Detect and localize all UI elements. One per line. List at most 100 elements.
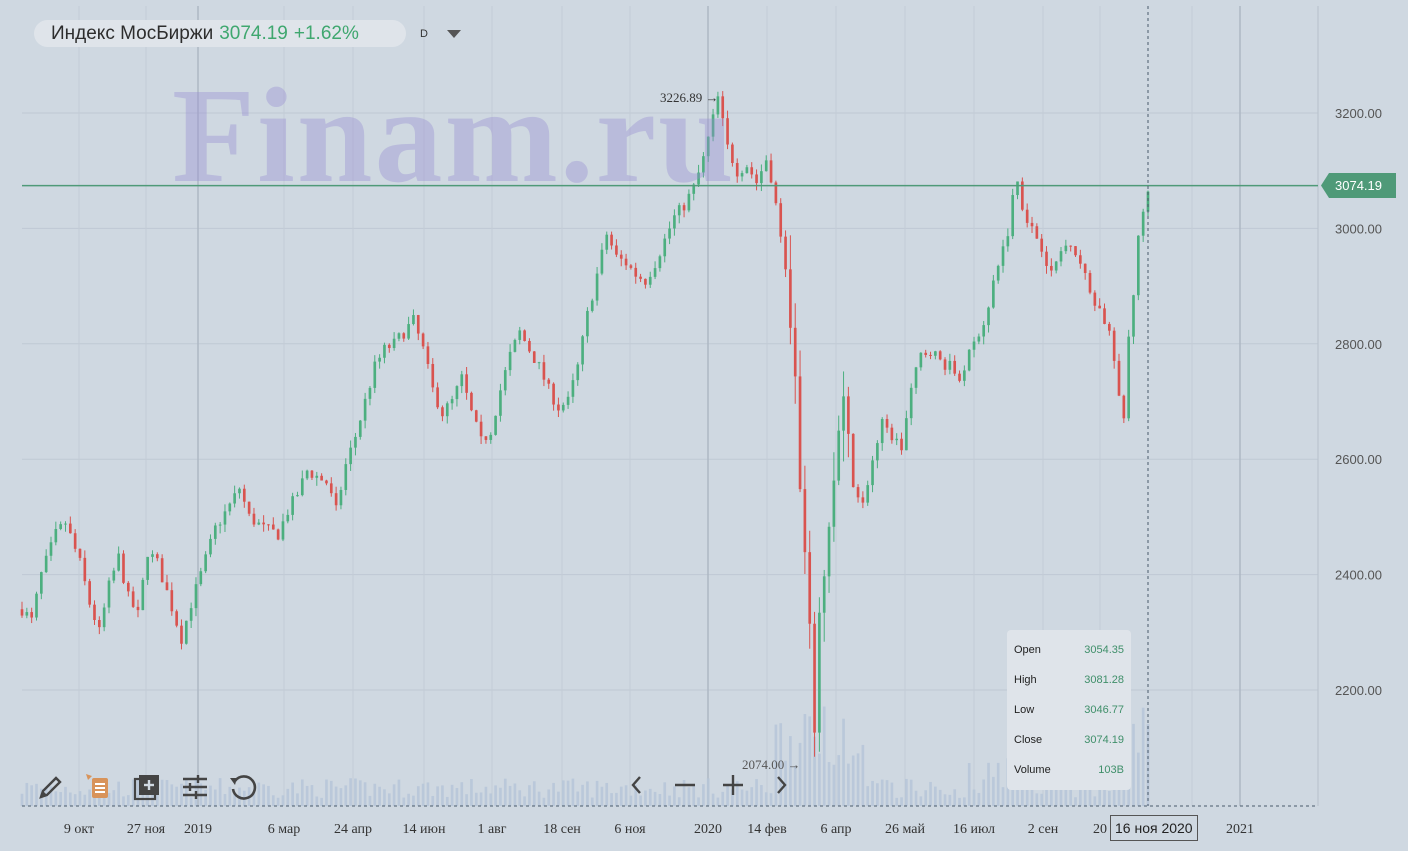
candle-body [532, 351, 536, 363]
candle-body [774, 182, 778, 204]
volume-bar [847, 763, 850, 806]
volume-bar [552, 782, 555, 806]
chevron-down-icon[interactable] [447, 30, 461, 38]
candle-body [455, 386, 459, 400]
candle-body [344, 464, 348, 490]
arrow-right-icon[interactable] [764, 768, 798, 802]
volume-bar [547, 789, 551, 806]
volume-bar [218, 778, 222, 806]
candle-body [412, 315, 415, 325]
volume-bar [731, 789, 734, 806]
candle-body [155, 554, 159, 559]
candle-body [624, 258, 628, 266]
volume-bar [890, 782, 894, 806]
tooltip-row: High 3081.28 [1014, 674, 1124, 686]
volume-bar [885, 780, 889, 806]
candle-body [663, 238, 667, 257]
volume-bar [818, 753, 821, 806]
add-indicator-icon[interactable] [130, 770, 164, 804]
volume-bar [615, 792, 618, 806]
volume-bar [692, 784, 696, 806]
volume-bar [436, 786, 439, 806]
volume-bar [639, 795, 642, 806]
candle-body [1001, 246, 1005, 266]
volume-bar [668, 795, 671, 806]
candle-body [387, 344, 391, 349]
candle-body [407, 324, 410, 339]
candle-body [271, 524, 275, 530]
volume-bar [938, 789, 942, 806]
volume-bar [1011, 786, 1015, 806]
candle-body [1025, 209, 1029, 223]
candle-body [745, 167, 749, 174]
candle-body [784, 236, 787, 270]
volume-bar [513, 783, 517, 806]
candle-body [934, 351, 937, 356]
zoom-in-icon[interactable] [716, 768, 750, 802]
volume-bar [982, 779, 986, 806]
candle-body [392, 338, 396, 349]
volume-bar [291, 782, 294, 806]
volume-bar [107, 792, 111, 806]
candle-body [880, 419, 884, 444]
volume-bar [344, 785, 348, 806]
candle-body [818, 612, 821, 733]
zoom-out-icon[interactable] [668, 768, 702, 802]
candle-body [566, 396, 570, 405]
volume-bar [300, 779, 304, 806]
candle-body [329, 483, 333, 494]
candle-body [711, 114, 715, 137]
volume-bar [136, 779, 140, 806]
notes-icon[interactable] [82, 770, 116, 804]
volume-bar [354, 778, 357, 806]
candle-body [992, 280, 995, 308]
pencil-icon[interactable] [34, 770, 68, 804]
candle-body [547, 379, 551, 384]
candle-body [648, 276, 652, 285]
instrument-header[interactable]: Индекс МосБиржи 3074.19 +1.62% [34, 20, 406, 47]
candle-body [49, 542, 53, 556]
candle-body [996, 265, 1000, 281]
candle-body [112, 570, 116, 581]
volume-bar [822, 706, 826, 806]
candle-body [421, 333, 425, 347]
candle-body [721, 96, 725, 119]
volume-bar [373, 783, 377, 806]
y-tick-label: 2400.00 [1335, 568, 1382, 583]
candle-body [349, 447, 352, 465]
candle-body [513, 339, 517, 352]
volume-bar [880, 779, 884, 806]
volume-bar [426, 782, 430, 806]
candle-body [706, 136, 710, 157]
volume-bar [30, 785, 33, 806]
candle-body [1016, 181, 1019, 196]
reset-icon[interactable] [226, 770, 260, 804]
candle-body [315, 475, 319, 478]
candle-body [813, 623, 816, 733]
interval-selector[interactable]: D [420, 28, 428, 40]
volume-bar [204, 789, 207, 806]
volume-bar [1064, 780, 1068, 806]
settings-sliders-icon[interactable] [178, 770, 212, 804]
volume-bar [494, 785, 497, 806]
candle-body [610, 234, 613, 246]
volume-bar [740, 789, 744, 806]
candle-body [233, 493, 236, 504]
candle-body [963, 370, 966, 381]
volume-bar [233, 794, 236, 806]
arrow-left-icon[interactable] [620, 768, 654, 802]
candle-body [600, 249, 604, 274]
candle-body [1103, 308, 1106, 324]
volume-bar [165, 779, 169, 806]
candle-body [605, 234, 609, 250]
candle-body [213, 525, 217, 539]
candle-body [20, 609, 24, 616]
candle-body [629, 265, 633, 268]
candle-body [291, 496, 294, 515]
candle-body [247, 501, 251, 514]
volume-bar [934, 786, 937, 806]
volume-bar [518, 790, 522, 806]
volume-bar [484, 786, 488, 806]
volume-bar [402, 797, 406, 806]
